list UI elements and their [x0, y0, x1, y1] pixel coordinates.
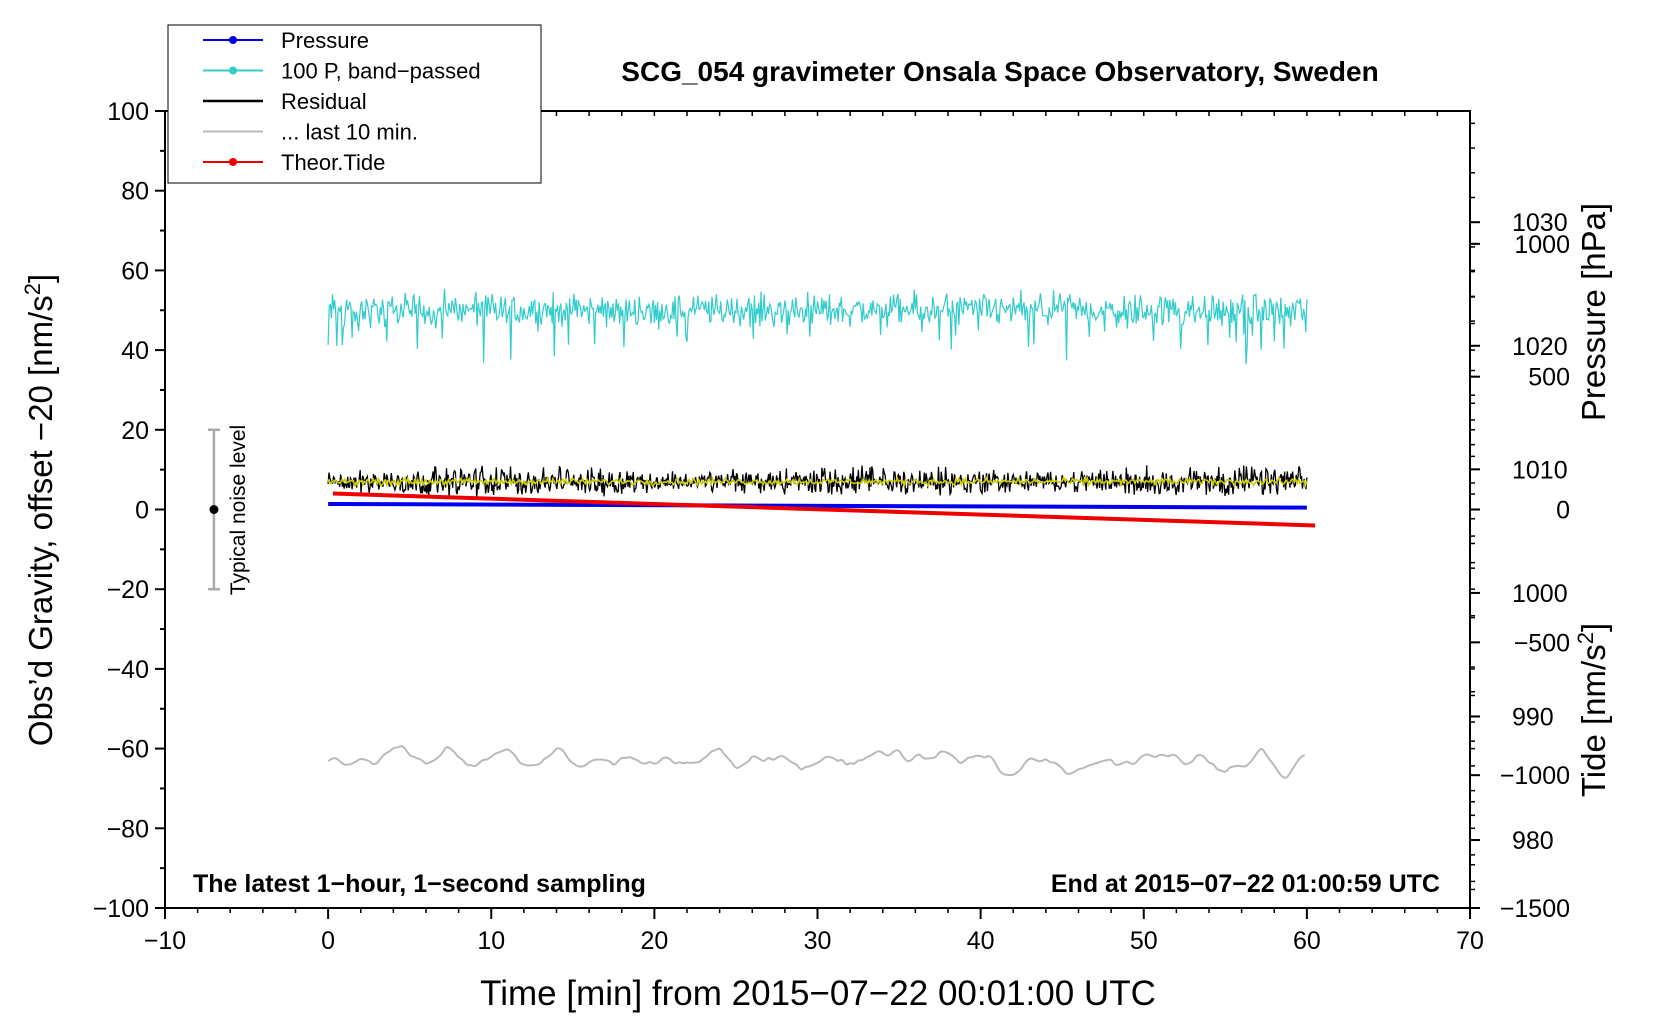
tide-axis-label: Tide [nm/s2]: [1573, 623, 1612, 797]
y-tick-label: 80: [121, 178, 149, 206]
legend-label: ... last 10 min.: [281, 120, 418, 145]
y-tick-label: 100: [107, 98, 149, 126]
legend: Pressure 100 P, band−passed Residual ... la…: [167, 24, 542, 184]
pressure-tick-label: 1020: [1512, 333, 1568, 361]
end-time-annotation: End at 2015−07−22 01:00:59 UTC: [1051, 870, 1440, 898]
tide-tick-label: 0: [1556, 497, 1570, 525]
noise-bar-center-dot: [209, 505, 219, 514]
y-tick-label: −60: [107, 736, 149, 764]
pressure-tick-label: 1010: [1512, 456, 1568, 484]
tide-axis: −1500 −1000 −500 0 500 1000: [1470, 231, 1570, 923]
left-axis: −100 −80 −60 −40 −20 0 20 40 60 80 100: [93, 98, 165, 923]
tide-tick-label: −1000: [1500, 762, 1570, 790]
y-tick-label: −80: [107, 815, 149, 843]
x-tick-label: 40: [967, 927, 995, 955]
y-axis-label-left-sup: 2: [20, 283, 45, 295]
legend-label: Theor.Tide: [281, 150, 385, 175]
tide-tick-label: 500: [1528, 364, 1570, 392]
y-axis-label-left: Obs’d Gravity, offset −20 [nm/s2]: [20, 274, 59, 746]
x-tick-label: 10: [477, 927, 505, 955]
y-tick-label: −20: [107, 576, 149, 604]
y-axis-label-left-main: Obs’d Gravity, offset −20 [nm/s: [22, 295, 59, 746]
series-last10-line: [327, 745, 1305, 779]
legend-swatch-marker: [229, 158, 237, 166]
y-tick-label: −40: [107, 656, 149, 684]
tide-tick-label: 1000: [1514, 231, 1570, 259]
y-axis-label-left-end: ]: [22, 274, 59, 283]
series-smoothed-line: [327, 475, 1308, 489]
pressure-tick-label: 1030: [1512, 209, 1568, 237]
y-tick-label: 0: [135, 497, 149, 525]
x-tick-label: 30: [804, 927, 832, 955]
legend-swatch-marker: [229, 36, 237, 44]
chart-title: SCG_054 gravimeter Onsala Space Observat…: [621, 56, 1378, 87]
noise-indicator: [207, 428, 220, 591]
x-tick-label: 60: [1293, 927, 1321, 955]
pressure-tick-label: 1000: [1512, 580, 1568, 608]
x-tick-label: 0: [321, 927, 335, 955]
x-tick-label: 50: [1130, 927, 1158, 955]
noise-label: Typical noise level: [227, 425, 250, 595]
sampling-annotation: The latest 1−hour, 1−second sampling: [193, 870, 646, 898]
x-tick-label: −10: [144, 927, 186, 955]
x-tick-label: 20: [640, 927, 668, 955]
x-axis-label: Time [min] from 2015−07−22 00:01:00 UTC: [480, 974, 1156, 1013]
series-pressure-line: [328, 501, 1307, 510]
x-tick-label: 70: [1456, 927, 1484, 955]
y-tick-label: 60: [121, 257, 149, 285]
y-tick-label: 40: [121, 337, 149, 365]
series-tide-line: [332, 491, 1316, 528]
series-bandpassed-line: [327, 288, 1308, 365]
legend-label: Residual: [281, 89, 367, 114]
tide-axis-label-sup: 2: [1573, 632, 1598, 644]
pressure-axis-label: Pressure [hPa]: [1575, 203, 1612, 421]
tide-tick-label: −1500: [1500, 895, 1570, 923]
y-tick-label: 20: [121, 417, 149, 445]
pressure-tick-label: 990: [1512, 703, 1554, 731]
legend-box: [167, 24, 542, 184]
tide-axis-label-main: Tide [nm/s: [1575, 644, 1612, 797]
legend-label: 100 P, band−passed: [281, 59, 481, 84]
series-layer: [327, 288, 1316, 779]
bottom-axis: −10 0 10 20 30 40 50 60 70: [144, 111, 1484, 955]
pressure-tick-label: 980: [1512, 827, 1554, 855]
tide-axis-label-end: ]: [1575, 623, 1612, 632]
y-tick-label: −100: [93, 895, 149, 923]
tide-tick-label: −500: [1514, 629, 1570, 657]
legend-swatch-marker: [229, 66, 237, 75]
pressure-axis: 980 990 1000 1010 1020 1030: [1470, 122, 1568, 891]
legend-label: Pressure: [281, 28, 369, 53]
